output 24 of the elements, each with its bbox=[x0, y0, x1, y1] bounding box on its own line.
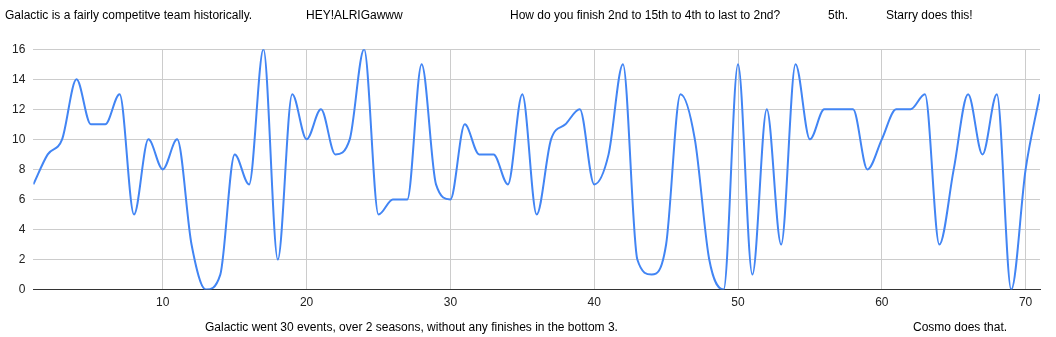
text: HEY!ALRIGawww bbox=[306, 7, 403, 23]
text: How do you finish 2nd to 15th to 4th to last to 2nd? bbox=[510, 7, 781, 23]
y-tick-label: 16 bbox=[11, 41, 26, 56]
text: Galactic is a fairly competitve team historically. bbox=[5, 7, 253, 23]
y-tick-label: 8 bbox=[18, 161, 26, 176]
x-tick-label: 20 bbox=[299, 295, 314, 310]
x-tick-label: 50 bbox=[731, 295, 745, 310]
text: Starry does this! bbox=[886, 7, 973, 23]
x-tick-label: 60 bbox=[875, 295, 889, 310]
x-tick-label: 40 bbox=[587, 295, 602, 310]
x-tick-label: 30 bbox=[443, 295, 458, 310]
x-tick-label: 70 bbox=[1018, 295, 1033, 310]
y-tick-label: 4 bbox=[18, 221, 26, 236]
y-tick-label: 14 bbox=[11, 71, 26, 86]
text: Cosmo does that. bbox=[913, 319, 1008, 335]
text: Galactic went 30 events, over 2 seasons, without any finishes in the bottom 3. bbox=[205, 319, 618, 335]
x-tick-label: 10 bbox=[156, 295, 170, 310]
y-tick-label: 2 bbox=[18, 251, 26, 266]
y-tick-label: 6 bbox=[18, 191, 26, 206]
y-tick-label: 0 bbox=[18, 281, 26, 296]
y-tick-label: 10 bbox=[11, 131, 26, 146]
y-tick-label: 12 bbox=[11, 101, 26, 116]
line-series bbox=[33, 49, 1040, 290]
text: 5th. bbox=[828, 7, 849, 23]
